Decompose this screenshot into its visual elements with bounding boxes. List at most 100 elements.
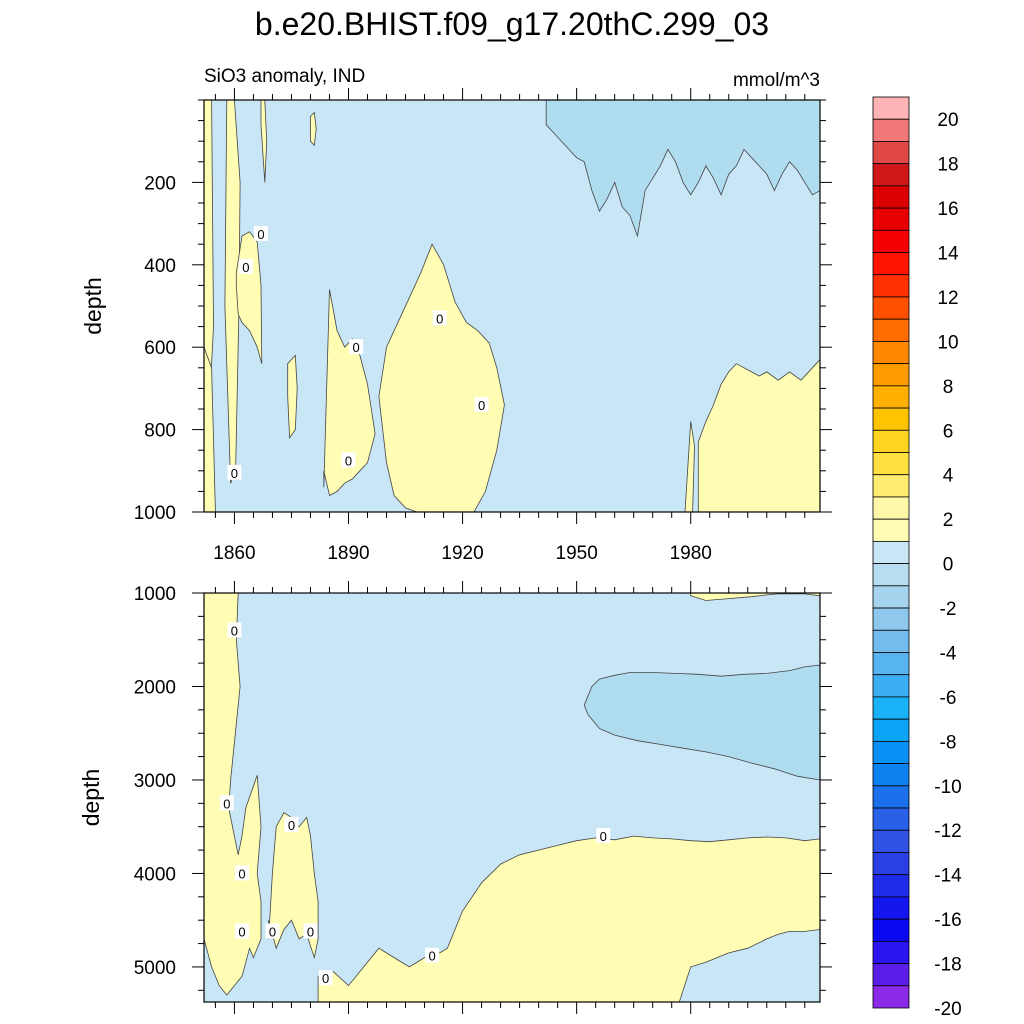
colorbar-label: 4 [943,466,954,487]
contour-region [204,593,262,996]
colorbar-swatch [872,896,910,920]
colorbar-swatch [872,407,910,431]
colorbar-swatch [872,674,910,698]
contour-label: 0 [600,829,607,844]
upper-panel: 0 0 0 0 0 0 0 200 400 600 800 1000 1860 1890 1920 1950 1… [80,88,832,564]
colorbar-swatch [872,429,910,453]
x-tick-label: 1980 [670,543,712,564]
colorbar-label: -10 [934,777,961,798]
colorbar-label: -8 [940,732,957,753]
contour-region [260,100,268,183]
contour-label-box [596,828,611,844]
contour-label-box [432,310,447,326]
colorbar-label: -2 [940,599,957,620]
y-axis-label: depth [78,769,104,827]
colorbar-swatch [872,607,910,631]
colorbar-swatch [872,141,910,165]
colorbar-label: -20 [934,999,961,1020]
contour-label: 0 [231,623,238,638]
colorbar-label: 20 [937,110,958,131]
contour-label-box [254,225,269,241]
colorbar-swatch [872,652,910,676]
contour-label-box [235,923,250,939]
y-axis-label: depth [80,277,106,335]
contour-label: 0 [231,466,238,481]
x-tick-label: 1920 [441,543,483,564]
colorbar-swatch [872,185,910,209]
upper-depth-tick: 400 [144,256,176,277]
contour-region [287,354,298,439]
contour-label: 0 [223,796,230,811]
colorbar-swatch [872,740,910,764]
contour-label: 0 [238,866,245,881]
colorbar-label: 0 [943,555,954,576]
upper-depth-tick: 200 [144,173,176,194]
x-tick-label: 1860 [213,543,255,564]
colorbar-swatch [872,496,910,520]
colorbar-label: -18 [934,955,961,976]
upper-depth-tick: 800 [144,421,176,442]
colorbar-swatch [872,96,910,120]
contour-label-box [318,970,333,986]
colorbar-swatch [872,852,910,876]
plot-frame [203,592,821,1003]
colorbar-swatch [872,296,910,320]
contour-region [310,111,317,147]
colorbar: 20181614121086420-2-4-6-8-10-12-14-16-18… [872,96,962,1020]
contour-label: 0 [345,454,352,469]
colorbar-swatch [872,385,910,409]
contour-region [690,593,820,601]
contour-region [583,664,820,781]
contour-label: 0 [307,924,314,939]
colorbar-swatch [872,918,910,942]
colorbar-swatch [872,252,910,276]
colorbar-swatch [872,540,910,565]
colorbar-swatch [872,163,910,187]
colorbar-label: 14 [937,244,959,265]
contour-label-box [284,816,299,832]
colorbar-label: -16 [934,910,961,931]
x-tick-label: 1950 [556,543,598,564]
contour-region [378,243,505,512]
contour-label: 0 [352,340,359,355]
lower-depth-tick: 1000 [134,584,176,605]
colorbar-swatch [872,696,910,720]
colorbar-swatch [872,341,910,365]
colorbar-swatch [872,829,910,853]
contour-region [323,289,376,497]
colorbar-swatch [872,474,910,498]
contour-region [678,929,820,1002]
colorbar-label: -4 [940,643,957,664]
lower-depth-tick: 5000 [134,958,176,979]
colorbar-label: 16 [937,199,958,220]
contour-region [268,812,319,960]
contour-label: 0 [478,398,485,413]
subtitle-right: mmol/m^3 [733,70,820,91]
colorbar-swatch [872,585,910,609]
colorbar-swatch [872,274,910,298]
lower-depth-tick: 2000 [134,677,176,698]
contour-label-box [265,923,280,939]
contour-label-box [227,464,242,480]
contour-label-box [474,396,489,412]
contour-label: 0 [322,971,329,986]
contour-label-box [238,258,253,274]
colorbar-label: 18 [937,155,958,176]
contour-label-box [303,923,318,939]
contour-region [697,359,820,512]
contour-region [684,421,695,512]
x-tick-label: 1890 [327,543,369,564]
colorbar-swatch [872,207,910,231]
colorbar-label: 10 [937,332,958,353]
contour-label: 0 [257,227,264,242]
colorbar-swatch [872,940,910,964]
colorbar-swatch [872,963,910,987]
contour-label-box [219,795,234,811]
colorbar-label: 2 [943,510,954,531]
contour-region [204,347,216,512]
subtitle-left: SiO3 anomaly, IND [204,66,365,87]
contour-region [224,100,241,484]
contour-label-box [227,622,242,638]
colorbar-swatch [872,874,910,898]
